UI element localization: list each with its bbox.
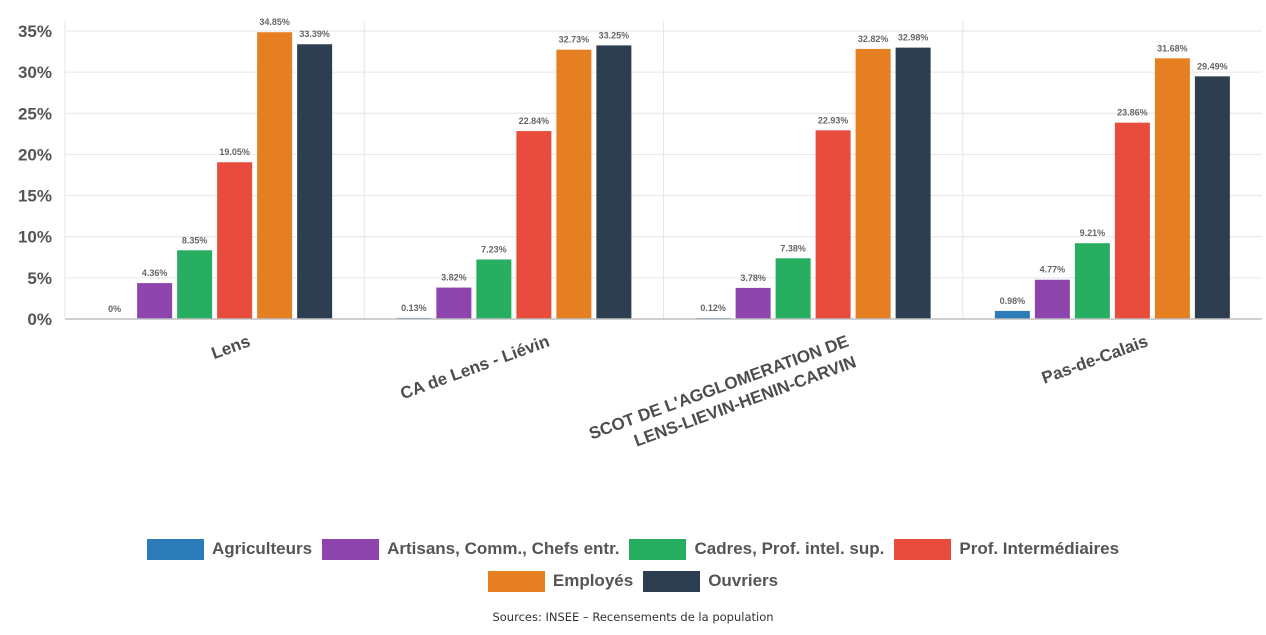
legend-swatch <box>894 538 952 560</box>
x-tick-label: CA de Lens - Liévin <box>398 332 552 404</box>
data-label: 7.38% <box>780 243 806 253</box>
data-label: 22.84% <box>519 116 550 126</box>
data-label: 3.78% <box>740 273 766 283</box>
data-label: 32.73% <box>559 35 590 45</box>
legend: Agriculteurs Artisans, Comm., Chefs entr.… <box>0 536 1266 600</box>
data-labels: 0% 0.13% 0.12% 0.98% 4.36% 3.82% 3.78% 4.77% 8.3… <box>108 17 1228 314</box>
y-tick-label: 0% <box>27 310 52 329</box>
y-tick-label: 20% <box>18 145 52 164</box>
chart: 0% 0.13% 0.12% 0.98% 4.36% 3.82% 3.78% 4.77% 8.3… <box>18 17 1262 451</box>
data-label: 29.49% <box>1197 61 1228 71</box>
data-label: 4.36% <box>142 268 168 278</box>
data-label: 4.77% <box>1040 265 1066 275</box>
bar <box>516 131 552 319</box>
legend-label: Artisans, Comm., Chefs entr. <box>387 539 620 558</box>
data-label: 23.86% <box>1117 108 1148 118</box>
bar <box>775 258 811 319</box>
bar <box>1114 122 1150 319</box>
bars <box>137 32 1230 320</box>
bar <box>1154 58 1190 320</box>
bar <box>735 287 771 319</box>
legend-swatch <box>322 538 380 560</box>
bar <box>1194 76 1230 319</box>
bar <box>217 162 253 319</box>
x-tick-label-line: SCOT DE L'AGGLOMERATION DE <box>586 332 851 444</box>
data-label: 32.98% <box>898 33 929 43</box>
legend-label: Employés <box>552 571 634 590</box>
bar <box>436 287 472 319</box>
data-label: 33.25% <box>599 30 630 40</box>
x-tick-label: Lens <box>209 332 253 363</box>
data-label: 0.13% <box>401 303 427 313</box>
data-label: 31.68% <box>1157 43 1188 53</box>
bar <box>1034 279 1070 319</box>
bar <box>1074 243 1110 319</box>
legend-label: Cadres, Prof. intel. sup. <box>694 539 885 558</box>
data-label: 0.12% <box>700 303 726 313</box>
bar <box>556 49 592 319</box>
x-tick-label-line: Lens <box>209 332 253 363</box>
data-label: 7.23% <box>481 245 507 255</box>
legend-item[interactable]: Prof. Intermédiaires <box>894 536 1119 562</box>
data-label: 32.82% <box>858 34 889 44</box>
bar <box>855 48 891 319</box>
bar <box>257 32 293 320</box>
x-tick-label: Pas-de-Calais <box>1039 332 1150 388</box>
legend-label: Ouvriers <box>708 571 779 590</box>
data-label: 19.05% <box>219 147 250 157</box>
bar <box>596 45 632 320</box>
bar <box>994 310 1030 319</box>
y-tick-label: 35% <box>18 22 52 41</box>
legend-label: Prof. Intermédiaires <box>959 539 1120 558</box>
bar <box>815 130 851 319</box>
y-tick-label: 30% <box>18 63 52 82</box>
y-tick-label: 25% <box>18 104 52 123</box>
x-axis: Lens CA de Lens - Liévin SCOT DE L'AGGLOME… <box>65 318 1262 451</box>
data-label: 8.35% <box>182 235 208 245</box>
legend-item[interactable]: Agriculteurs <box>146 536 313 562</box>
data-label: 34.85% <box>259 17 290 27</box>
bar <box>895 47 931 320</box>
legend-swatch <box>643 570 701 592</box>
x-tick-label: SCOT DE L'AGGLOMERATION DELENS-LIEVIN-HE… <box>586 332 858 451</box>
legend-item[interactable]: Ouvriers <box>643 568 778 594</box>
x-tick-label-line: Pas-de-Calais <box>1039 332 1150 388</box>
y-axis: 0% 5% 10% 15% 20% 25% 30% 35% <box>18 22 52 329</box>
legend-swatch <box>146 538 204 560</box>
y-tick-label: 5% <box>27 269 52 288</box>
bar <box>177 250 213 319</box>
data-label: 0% <box>108 304 121 314</box>
legend-item[interactable]: Artisans, Comm., Chefs entr. <box>322 536 619 562</box>
data-label: 3.82% <box>441 273 467 283</box>
y-tick-label: 10% <box>18 228 52 247</box>
y-tick-label: 15% <box>18 187 52 206</box>
bar <box>297 44 333 320</box>
legend-item[interactable]: Employés <box>487 568 634 594</box>
legend-swatch <box>629 538 687 560</box>
legend-label: Agriculteurs <box>211 539 313 558</box>
bar <box>476 259 512 319</box>
source-note: Sources: INSEE – Recensements de la popu… <box>492 610 774 624</box>
legend-item[interactable]: Cadres, Prof. intel. sup. <box>629 536 884 562</box>
data-label: 9.21% <box>1080 228 1106 238</box>
bar <box>137 283 173 319</box>
data-label: 33.39% <box>299 29 330 39</box>
x-tick-label-line: CA de Lens - Liévin <box>398 332 552 404</box>
legend-swatch <box>487 570 545 592</box>
data-label: 22.93% <box>818 115 849 125</box>
data-label: 0.98% <box>1000 296 1026 306</box>
